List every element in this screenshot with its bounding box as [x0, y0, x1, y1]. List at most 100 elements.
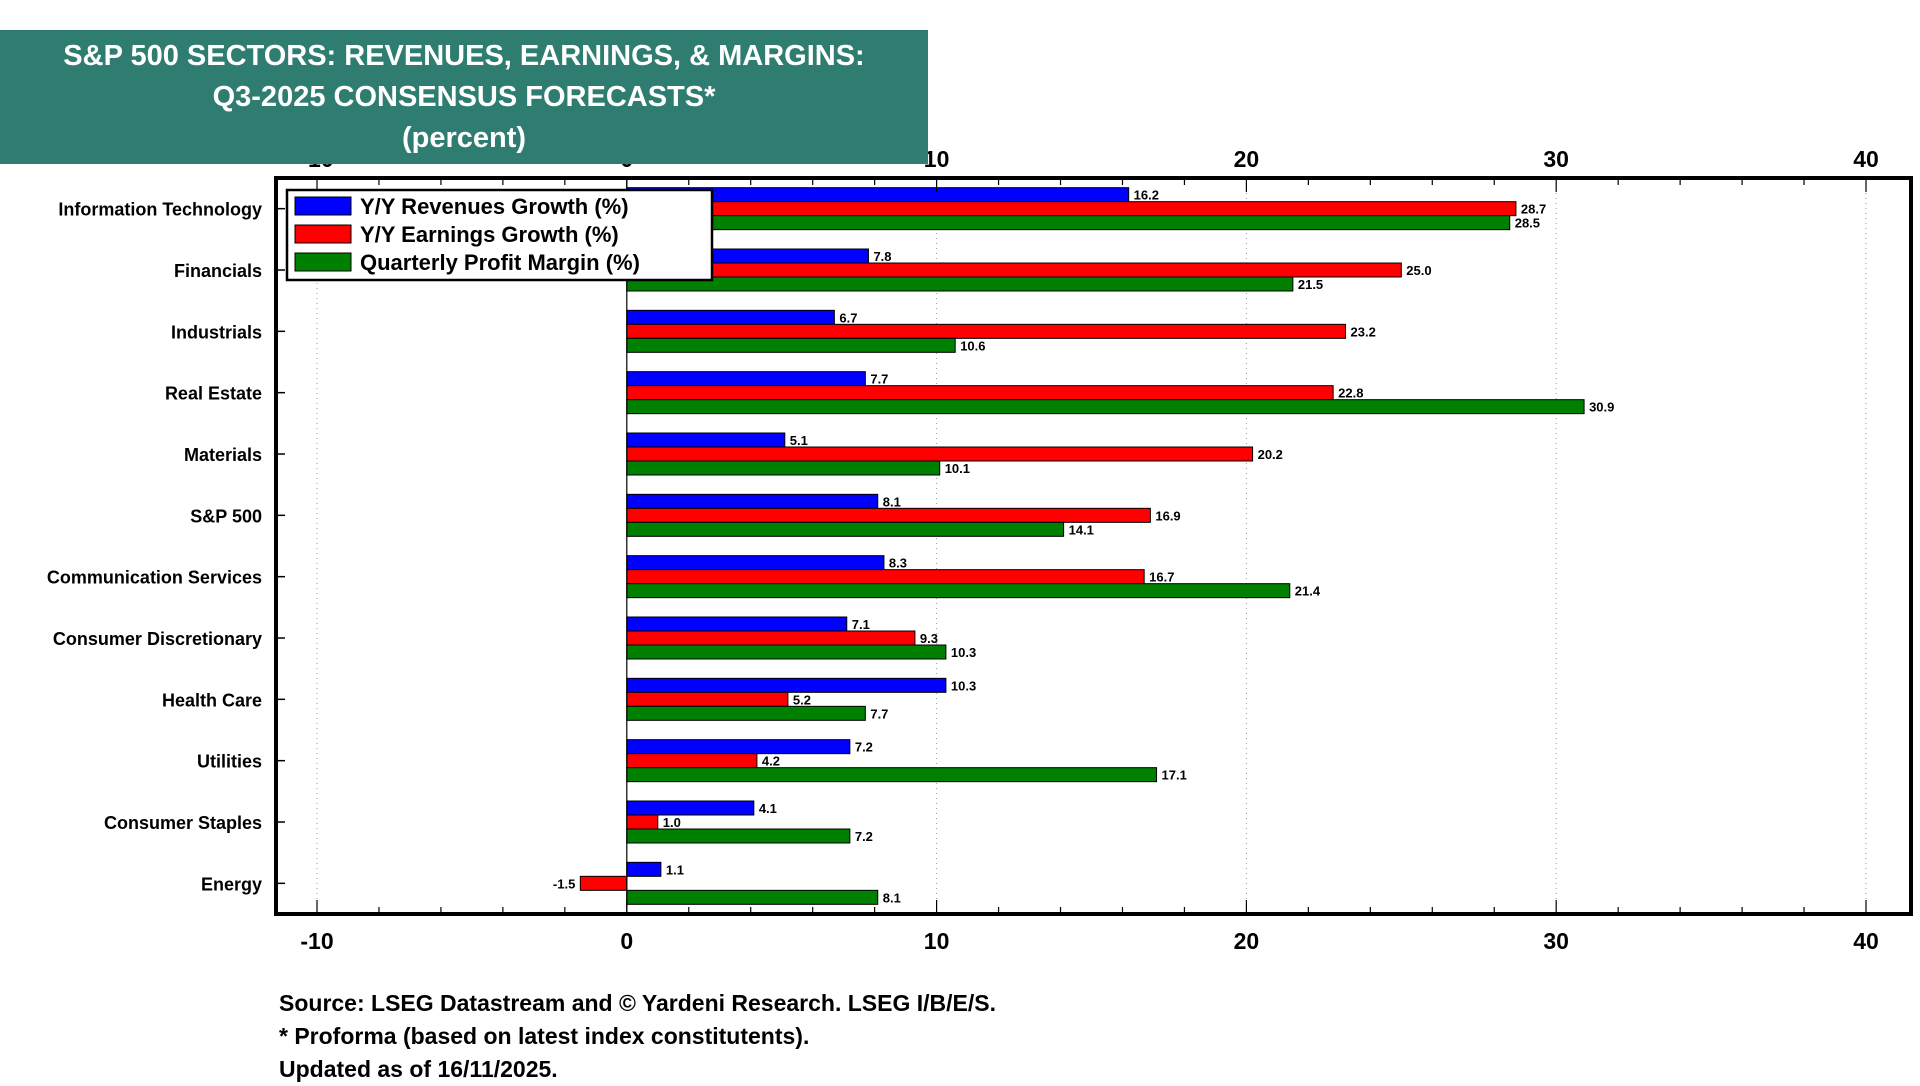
data-label-2-7: 10.3 — [951, 645, 976, 660]
data-label-1-0: 28.7 — [1521, 202, 1546, 217]
data-label-0-10: 4.1 — [759, 801, 777, 816]
data-label-1-11: -1.5 — [553, 876, 575, 891]
source-note: Source: LSEG Datastream and © Yardeni Re… — [279, 990, 996, 1016]
bar-0-5 — [626, 493, 879, 509]
bar-1-3 — [626, 385, 1334, 401]
data-label-1-3: 22.8 — [1338, 386, 1363, 401]
data-label-2-10: 7.2 — [855, 829, 873, 844]
legend-swatch-2 — [294, 252, 352, 272]
x-tick-label-bottom: 0 — [620, 928, 633, 954]
bar-2-1 — [626, 276, 1294, 292]
bar-1-10 — [626, 814, 659, 830]
bar-2-6 — [626, 583, 1291, 599]
updated-note: Updated as of 16/11/2025. — [279, 1056, 558, 1082]
bar-0-8 — [626, 677, 947, 693]
data-label-0-5: 8.1 — [883, 494, 901, 509]
x-tick-label-bottom: 40 — [1853, 928, 1879, 954]
bar-2-2 — [626, 337, 956, 353]
category-label-9: Utilities — [197, 752, 262, 772]
legend-label-2: Quarterly Profit Margin (%) — [360, 250, 640, 275]
data-label-0-6: 8.3 — [889, 556, 907, 571]
bar-2-3 — [626, 399, 1585, 415]
legend-layer: Y/Y Revenues Growth (%) Y/Y Earnings Grow… — [285, 188, 714, 282]
legend-label-1: Y/Y Earnings Growth (%) — [360, 222, 619, 247]
data-label-2-2: 10.6 — [960, 338, 985, 353]
category-label-0: Information Technology — [58, 200, 262, 220]
data-label-0-0: 16.2 — [1134, 188, 1159, 203]
bar-2-0 — [626, 215, 1511, 231]
data-label-1-2: 23.2 — [1351, 324, 1376, 339]
bar-2-4 — [626, 460, 941, 476]
data-label-0-4: 5.1 — [790, 433, 808, 448]
bar-1-11 — [579, 875, 628, 891]
data-label-0-3: 7.7 — [870, 372, 888, 387]
data-label-1-8: 5.2 — [793, 692, 811, 707]
data-label-2-8: 7.7 — [870, 706, 888, 721]
data-label-2-1: 21.5 — [1298, 277, 1323, 292]
data-label-0-7: 7.1 — [852, 617, 870, 632]
x-tick-label-bottom: 30 — [1543, 928, 1569, 954]
data-label-2-9: 17.1 — [1162, 768, 1187, 783]
bar-2-11 — [626, 889, 879, 905]
bar-2-7 — [626, 644, 947, 660]
data-label-1-1: 25.0 — [1406, 263, 1431, 278]
data-label-0-9: 7.2 — [855, 740, 873, 755]
legend-swatch-1 — [294, 224, 352, 244]
bar-0-2 — [626, 309, 835, 325]
x-tick-label-top: 20 — [1234, 146, 1260, 172]
x-tick-label-bottom: 10 — [924, 928, 950, 954]
category-label-5: S&P 500 — [190, 506, 262, 526]
x-tick-label-top: 10 — [924, 146, 950, 172]
category-label-7: Consumer Discretionary — [53, 629, 262, 649]
bar-0-11 — [626, 861, 662, 877]
data-label-1-7: 9.3 — [920, 631, 938, 646]
bar-1-0 — [626, 201, 1517, 217]
category-label-2: Industrials — [171, 322, 262, 342]
bar-0-7 — [626, 616, 848, 632]
data-label-0-1: 7.8 — [873, 249, 891, 264]
data-label-1-4: 20.2 — [1258, 447, 1283, 462]
bar-0-4 — [626, 432, 786, 448]
x-tick-label-bottom: 20 — [1234, 928, 1260, 954]
chart-title-box: S&P 500 SECTORS: REVENUES, EARNINGS, & M… — [0, 30, 928, 164]
bar-1-1 — [626, 262, 1402, 278]
data-label-0-2: 6.7 — [839, 310, 857, 325]
bar-1-8 — [626, 691, 789, 707]
bar-1-4 — [626, 446, 1254, 462]
bar-2-8 — [626, 705, 866, 721]
category-label-3: Real Estate — [165, 384, 262, 404]
x-tick-label-top: 40 — [1853, 146, 1879, 172]
footnotes: Source: LSEG Datastream and © Yardeni Re… — [279, 987, 996, 1086]
labels-layer: 16.2 28.728.5 7.8 25.0 21.5 6.7 23.2 10.6 7.7 22.… — [553, 188, 1614, 906]
bar-0-6 — [626, 555, 885, 571]
bar-0-10 — [626, 800, 755, 816]
category-label-6: Communication Services — [47, 568, 262, 588]
bar-2-9 — [626, 767, 1158, 783]
data-label-1-10: 1.0 — [663, 815, 681, 830]
data-label-1-6: 16.7 — [1149, 570, 1174, 585]
x-tick-label-bottom: -10 — [300, 928, 333, 954]
plot-frame — [274, 176, 1913, 916]
bar-0-3 — [626, 371, 866, 387]
bars-layer — [579, 187, 1585, 905]
bar-1-9 — [626, 753, 758, 769]
data-label-1-5: 16.9 — [1155, 508, 1180, 523]
legend-label-0: Y/Y Revenues Growth (%) — [360, 194, 629, 219]
x-tick-label-top: 30 — [1543, 146, 1569, 172]
data-label-2-3: 30.9 — [1589, 400, 1614, 415]
data-label-1-9: 4.2 — [762, 754, 780, 769]
bar-1-2 — [626, 323, 1347, 339]
data-label-2-5: 14.1 — [1069, 522, 1094, 537]
chart-title-line-3: (percent) — [401, 122, 527, 154]
bar-1-7 — [626, 630, 916, 646]
bar-1-6 — [626, 569, 1145, 585]
data-label-2-6: 21.4 — [1295, 584, 1321, 599]
axis-layer: Information Technology Financials Industri… — [47, 146, 1913, 954]
data-label-0-8: 10.3 — [951, 678, 976, 693]
category-label-11: Energy — [201, 874, 262, 894]
chart-title-line-1: S&P 500 SECTORS: REVENUES, EARNINGS, & M… — [63, 40, 865, 72]
bar-0-9 — [626, 739, 851, 755]
category-label-4: Materials — [184, 445, 262, 465]
